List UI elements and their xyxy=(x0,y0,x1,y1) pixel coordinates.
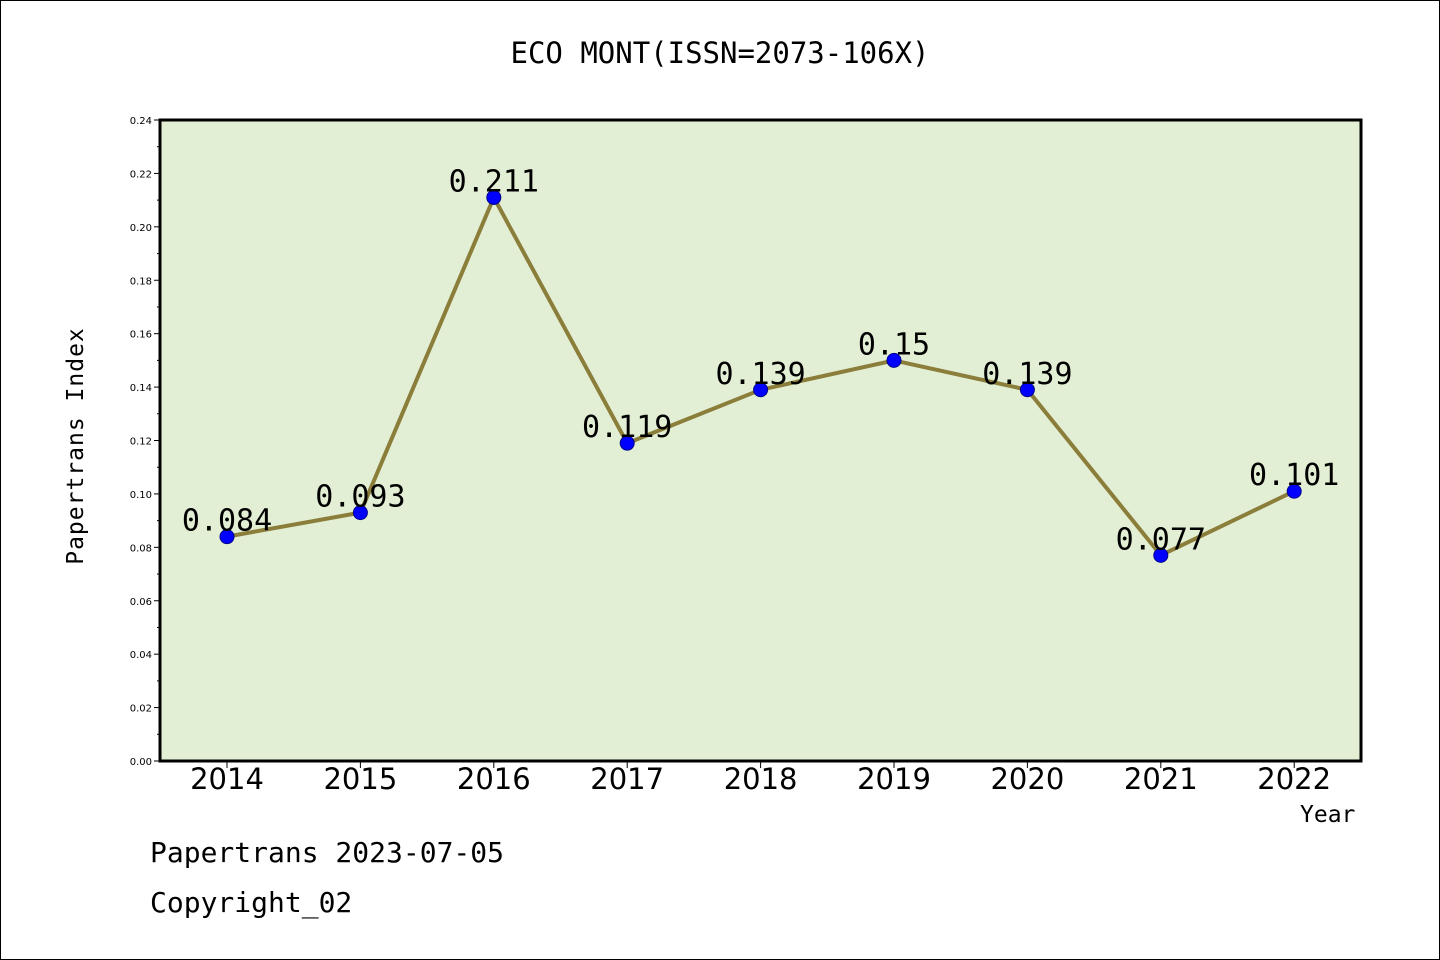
x-tick-label: 2021 xyxy=(1124,762,1198,796)
x-tick-label: 2020 xyxy=(990,762,1064,796)
y-tick-label: 0.00 xyxy=(130,757,152,768)
plot-border xyxy=(158,118,1363,763)
y-tick-label: 0.04 xyxy=(130,650,152,661)
y-tick-label: 0.16 xyxy=(130,330,152,341)
x-tick-label: 2016 xyxy=(457,762,531,796)
data-labels: 0.084 0.093 0.211 0.119 0.139 0.15 0.139 0.077 0… xyxy=(182,164,1340,557)
y-tick-label: 0.24 xyxy=(130,116,152,127)
footer-source: Papertrans 2023-07-05 xyxy=(150,836,505,869)
y-axis: 0.00 0.02 0.04 0.06 0.08 0.10 0.12 0.14 0.16 0.18… xyxy=(130,116,160,768)
data-point xyxy=(753,382,769,398)
x-axis-label: Year xyxy=(1300,802,1356,828)
data-label: 0.211 xyxy=(449,164,539,199)
data-point xyxy=(1153,547,1169,563)
data-point xyxy=(352,505,368,521)
x-tick-label: 2019 xyxy=(857,762,931,796)
data-point xyxy=(1286,483,1302,499)
data-point xyxy=(219,529,235,545)
x-tick-label: 2017 xyxy=(590,762,664,796)
data-label: 0.077 xyxy=(1116,522,1206,557)
x-axis: 2014 2015 2016 2017 2018 2019 2020 2021 2022 xyxy=(190,761,1331,796)
data-label: 0.084 xyxy=(182,504,272,539)
data-label: 0.15 xyxy=(858,327,930,362)
footer-copyright: Copyright_02 xyxy=(150,886,353,919)
data-label: 0.139 xyxy=(715,357,805,392)
data-point xyxy=(886,352,902,368)
y-tick-label: 0.22 xyxy=(130,169,152,180)
data-label: 0.119 xyxy=(582,410,672,445)
y-tick-label: 0.14 xyxy=(130,383,152,394)
data-point xyxy=(486,189,502,205)
y-tick-label: 0.18 xyxy=(130,276,152,287)
x-tick-label: 2018 xyxy=(724,762,798,796)
x-tick-label: 2014 xyxy=(190,762,264,796)
y-tick-label: 0.02 xyxy=(130,704,152,715)
plot-area xyxy=(160,120,1361,761)
x-tick-label: 2022 xyxy=(1257,762,1331,796)
y-tick-label: 0.06 xyxy=(130,597,152,608)
y-tick-label: 0.20 xyxy=(130,223,152,234)
x-tick-label: 2015 xyxy=(323,762,397,796)
y-tick-label: 0.12 xyxy=(130,437,152,448)
data-point xyxy=(619,435,635,451)
data-points xyxy=(219,189,1302,563)
chart-title: ECO MONT(ISSN=2073-106X) xyxy=(510,36,930,70)
data-point xyxy=(1019,382,1035,398)
data-label: 0.139 xyxy=(982,357,1072,392)
data-label: 0.101 xyxy=(1249,458,1339,493)
y-tick-label: 0.08 xyxy=(130,543,152,554)
y-tick-label: 0.10 xyxy=(130,490,152,501)
data-label: 0.093 xyxy=(315,480,405,515)
